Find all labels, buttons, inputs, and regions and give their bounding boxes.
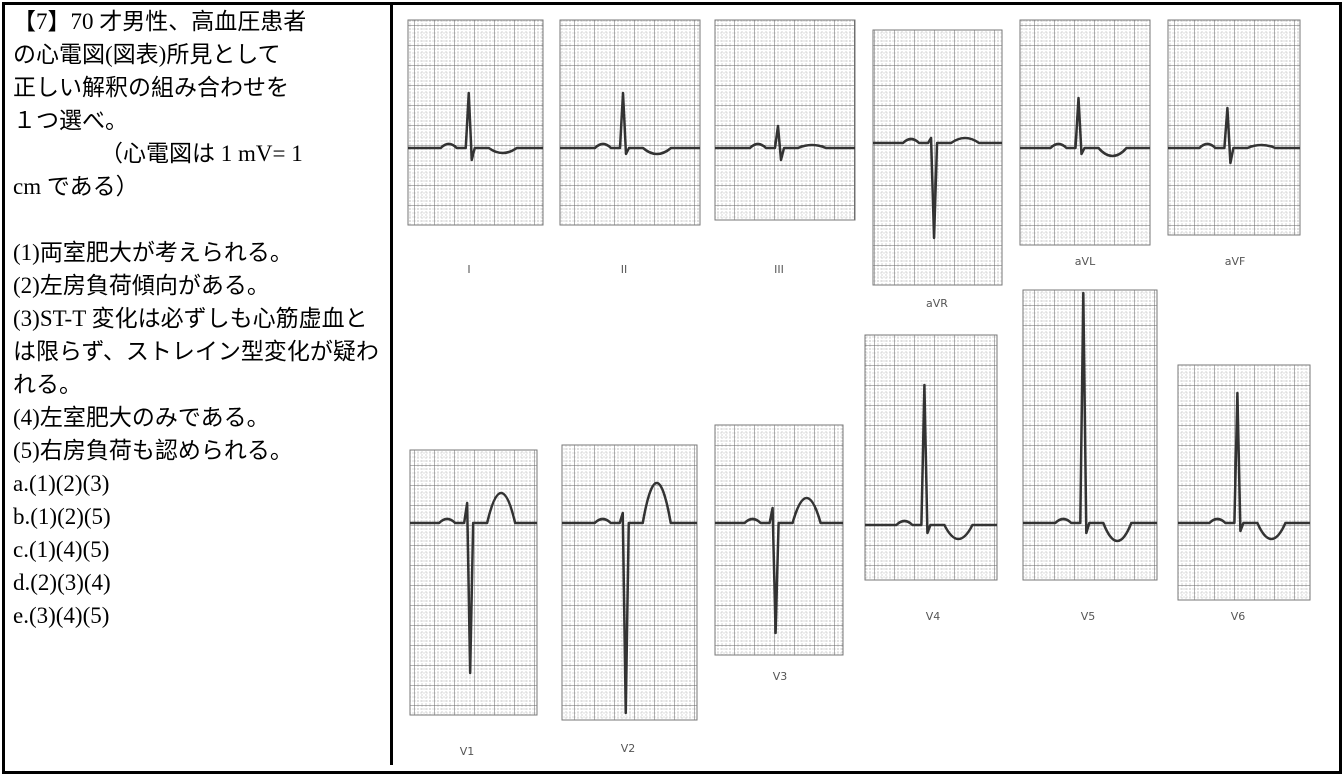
question-column: 【7】70 才男性、高血圧患者の心電図(図表)所見として正しい解釈の組み合わせを…: [5, 5, 393, 765]
ecg-grid: [410, 450, 537, 715]
lead-label: V5: [1081, 610, 1096, 623]
lead-label: aVR: [926, 297, 948, 310]
lead-label: V4: [926, 610, 941, 623]
answer-choice: e.(3)(4)(5): [5, 599, 383, 632]
ecg-grid: [560, 20, 700, 225]
answer-choice: d.(2)(3)(4): [5, 566, 383, 599]
option: (4)左室肥大のみである。: [5, 401, 383, 434]
lead-label: V3: [773, 670, 788, 683]
lead-label: II: [621, 263, 628, 276]
question-text: の心電図(図表)所見として: [5, 38, 390, 71]
lead-label: III: [774, 263, 784, 276]
question-note: （心電図は 1 mV= 1: [5, 137, 390, 170]
ecg-grid: [562, 445, 697, 720]
option: (3)ST-T 変化は必ずしも心筋虚血とは限らず、ストレイン型変化が疑われる。: [5, 302, 383, 401]
ecg-grid: [1020, 20, 1150, 245]
lead-label: V1: [460, 745, 475, 758]
lead-label: I: [467, 263, 470, 276]
ecg-grid: [1168, 20, 1300, 235]
answer-choice: a.(1)(2)(3): [5, 467, 383, 500]
option: (5)右房負荷も認められる。: [5, 434, 383, 467]
option: (1)両室肥大が考えられる。: [5, 236, 383, 269]
ecg-grid: [715, 20, 855, 220]
question-text: １つ選べ。: [5, 104, 390, 137]
ecg-grid: [865, 335, 997, 580]
question-text: 正しい解釈の組み合わせを: [5, 71, 390, 104]
lead-label: aVF: [1225, 255, 1246, 268]
option: (2)左房負荷傾向がある。: [5, 269, 383, 302]
answer-choice: c.(1)(4)(5): [5, 533, 383, 566]
lead-label: aVL: [1075, 255, 1096, 268]
ecg-grid: [408, 20, 543, 225]
ecg-grid: [1023, 290, 1157, 580]
question-text: 【7】70 才男性、高血圧患者: [5, 5, 390, 38]
lead-label: V6: [1231, 610, 1246, 623]
answer-choice: b.(1)(2)(5): [5, 500, 383, 533]
question-note: cm である）: [5, 170, 390, 203]
ecg-grid: [1178, 365, 1310, 600]
lead-label: V2: [621, 742, 636, 755]
